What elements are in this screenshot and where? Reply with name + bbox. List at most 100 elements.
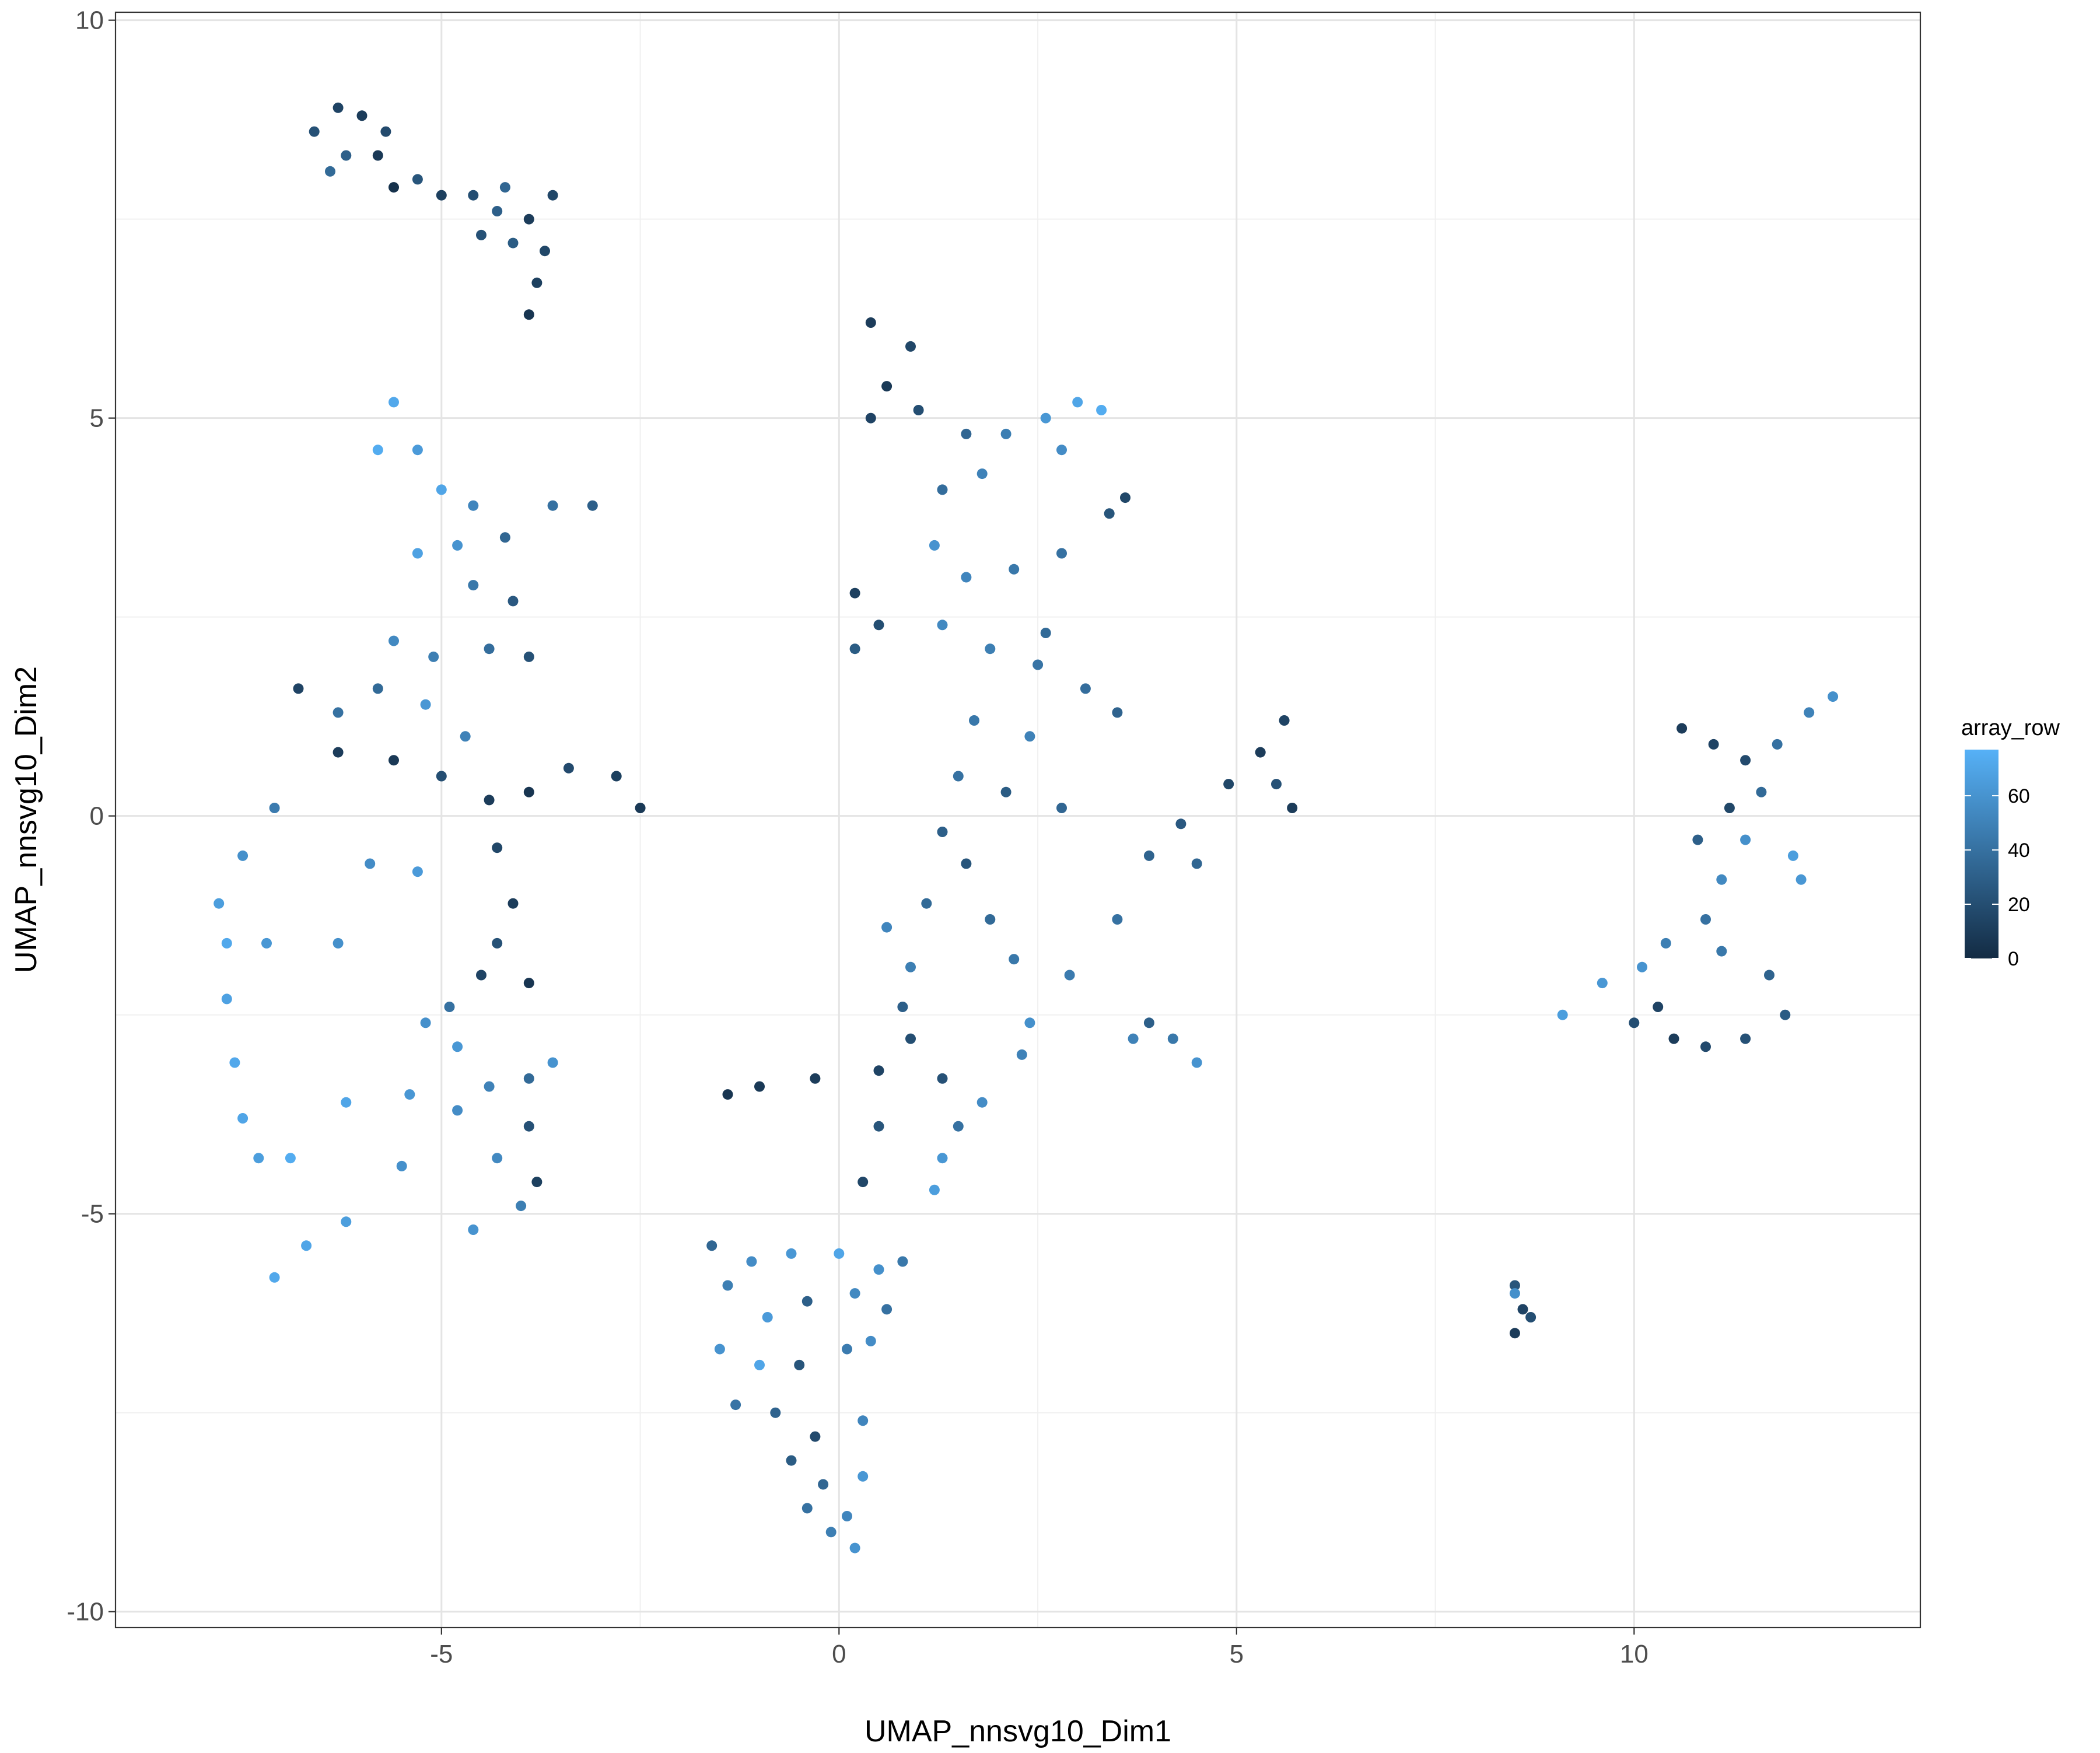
data-point	[1016, 1049, 1027, 1060]
data-point	[1120, 492, 1130, 503]
data-point	[420, 1017, 431, 1028]
data-point	[762, 1312, 773, 1322]
legend-tick-label: 0	[2008, 948, 2019, 970]
data-point	[1024, 1017, 1035, 1028]
data-point	[1032, 659, 1044, 670]
data-point	[452, 1041, 463, 1052]
data-point	[635, 803, 646, 813]
data-point	[881, 381, 892, 392]
data-point	[1191, 858, 1202, 869]
data-point	[332, 707, 344, 718]
data-point	[214, 898, 225, 909]
data-point	[977, 468, 988, 480]
data-point	[332, 937, 344, 949]
data-point	[1000, 786, 1012, 797]
data-point	[1557, 1009, 1568, 1020]
plot-panel-background	[116, 12, 1920, 1628]
data-point	[452, 1105, 463, 1116]
data-point	[444, 1002, 455, 1012]
data-point	[523, 1121, 534, 1132]
data-point	[412, 866, 423, 877]
y-axis: -10 -5 0 5 10	[66, 6, 116, 1626]
data-point	[1009, 564, 1020, 575]
data-point	[953, 771, 964, 782]
data-point	[802, 1503, 813, 1514]
data-point	[492, 206, 503, 216]
data-point	[356, 110, 368, 121]
data-point	[1780, 1009, 1791, 1020]
data-point	[1143, 850, 1154, 861]
data-point	[1271, 779, 1282, 790]
data-point	[372, 150, 383, 161]
data-point	[722, 1280, 733, 1291]
data-point	[1096, 405, 1107, 415]
data-point	[961, 428, 972, 439]
data-point	[1279, 715, 1290, 726]
data-point	[961, 858, 972, 869]
data-point	[221, 937, 232, 949]
y-axis-title: UMAP_nnsvg10_Dim2	[9, 666, 43, 973]
data-point	[842, 1511, 852, 1521]
data-point	[325, 166, 335, 177]
data-point	[436, 771, 447, 782]
data-point	[499, 182, 510, 193]
x-tick-label: 5	[1230, 1640, 1244, 1668]
data-point	[229, 1057, 240, 1068]
data-point	[221, 993, 232, 1005]
data-point	[1143, 1017, 1154, 1028]
data-point	[531, 277, 542, 288]
data-point	[484, 1081, 495, 1092]
data-point	[436, 190, 447, 201]
data-point	[929, 1184, 940, 1195]
data-point	[372, 683, 383, 694]
data-point	[858, 1471, 869, 1482]
data-point	[1828, 691, 1839, 702]
data-point	[412, 548, 423, 559]
data-point	[587, 500, 598, 511]
data-point	[341, 150, 352, 161]
scatter-points	[214, 102, 1839, 1553]
data-point	[858, 1415, 869, 1426]
data-point	[897, 1256, 908, 1267]
data-point	[1740, 755, 1751, 766]
data-point	[730, 1399, 741, 1411]
data-point	[802, 1296, 813, 1307]
data-point	[547, 190, 558, 201]
data-point	[516, 1201, 527, 1212]
data-point	[985, 643, 996, 655]
data-point	[1255, 747, 1266, 758]
data-point	[523, 651, 534, 662]
data-point	[1653, 1002, 1664, 1012]
data-point	[1629, 1017, 1640, 1028]
legend-tick-label: 20	[2008, 894, 2030, 916]
data-point	[1167, 1033, 1178, 1044]
data-point	[1525, 1312, 1536, 1322]
data-point	[1724, 803, 1735, 813]
data-point	[905, 341, 916, 352]
data-point	[492, 937, 503, 949]
data-point	[746, 1256, 757, 1267]
data-point	[897, 1002, 908, 1012]
data-point	[388, 635, 399, 646]
data-point	[881, 1304, 892, 1315]
data-point	[722, 1089, 733, 1100]
data-point	[1676, 723, 1688, 734]
x-tick-label: -5	[430, 1640, 453, 1668]
data-point	[1668, 1033, 1679, 1044]
data-point	[476, 229, 487, 240]
legend-ticks: 0 20 40 60	[1965, 785, 2030, 970]
data-point	[1072, 397, 1083, 408]
minor-gridlines	[116, 12, 1920, 1628]
data-point	[1064, 970, 1075, 981]
data-point	[905, 961, 916, 972]
data-point	[1708, 739, 1719, 750]
data-point	[849, 1288, 860, 1299]
data-point	[1700, 1041, 1711, 1052]
data-point	[929, 540, 940, 551]
data-point	[1740, 1033, 1751, 1044]
data-point	[1509, 1288, 1520, 1299]
data-point	[865, 317, 876, 328]
legend-title: array_row	[1961, 716, 2060, 740]
data-point	[1000, 428, 1012, 439]
